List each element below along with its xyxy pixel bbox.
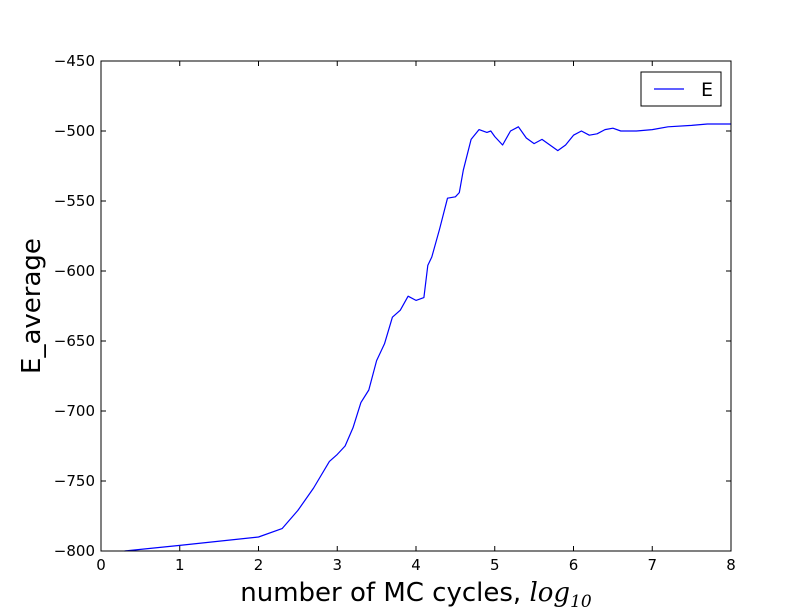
series-line-e xyxy=(124,123,731,552)
x-tick-label: 2 xyxy=(254,556,264,574)
y-axis-label: E_average xyxy=(17,238,47,374)
series-group xyxy=(124,123,731,552)
x-tick-label: 4 xyxy=(411,556,421,574)
x-tick-label: 6 xyxy=(569,556,579,574)
x-tick-label: 5 xyxy=(490,556,500,574)
y-tick-label: −500 xyxy=(54,122,95,140)
x-tick-label: 1 xyxy=(175,556,185,574)
y-tick-label: −800 xyxy=(54,542,95,560)
y-tick-label: −750 xyxy=(54,472,95,490)
x-tick-label: 7 xyxy=(647,556,657,574)
y-tick-label: −450 xyxy=(54,52,95,70)
y-tick-label: −700 xyxy=(54,402,95,420)
x-axis-label-math: log xyxy=(529,578,570,608)
tick-label-group: 0 1 2 3 4 5 6 7 8 −800 −750 −700 −650 −600 −550 −500 −45… xyxy=(54,52,736,574)
legend-label-e: E xyxy=(701,79,713,101)
x-axis-label-math-subscript: 10 xyxy=(570,592,592,612)
x-axis-label-text: number of MC cycles, xyxy=(240,578,529,608)
plot-area xyxy=(101,61,731,551)
x-tick-label: 8 xyxy=(726,556,736,574)
x-axis-label: number of MC cycles, log10 xyxy=(240,578,592,612)
y-tick-label: −650 xyxy=(54,332,95,350)
y-tick-label: −550 xyxy=(54,192,95,210)
legend: E xyxy=(640,71,722,107)
x-tick-label: 0 xyxy=(96,556,106,574)
plot-frame xyxy=(100,60,732,552)
y-tick-label: −600 xyxy=(54,262,95,280)
x-tick-label: 3 xyxy=(332,556,342,574)
